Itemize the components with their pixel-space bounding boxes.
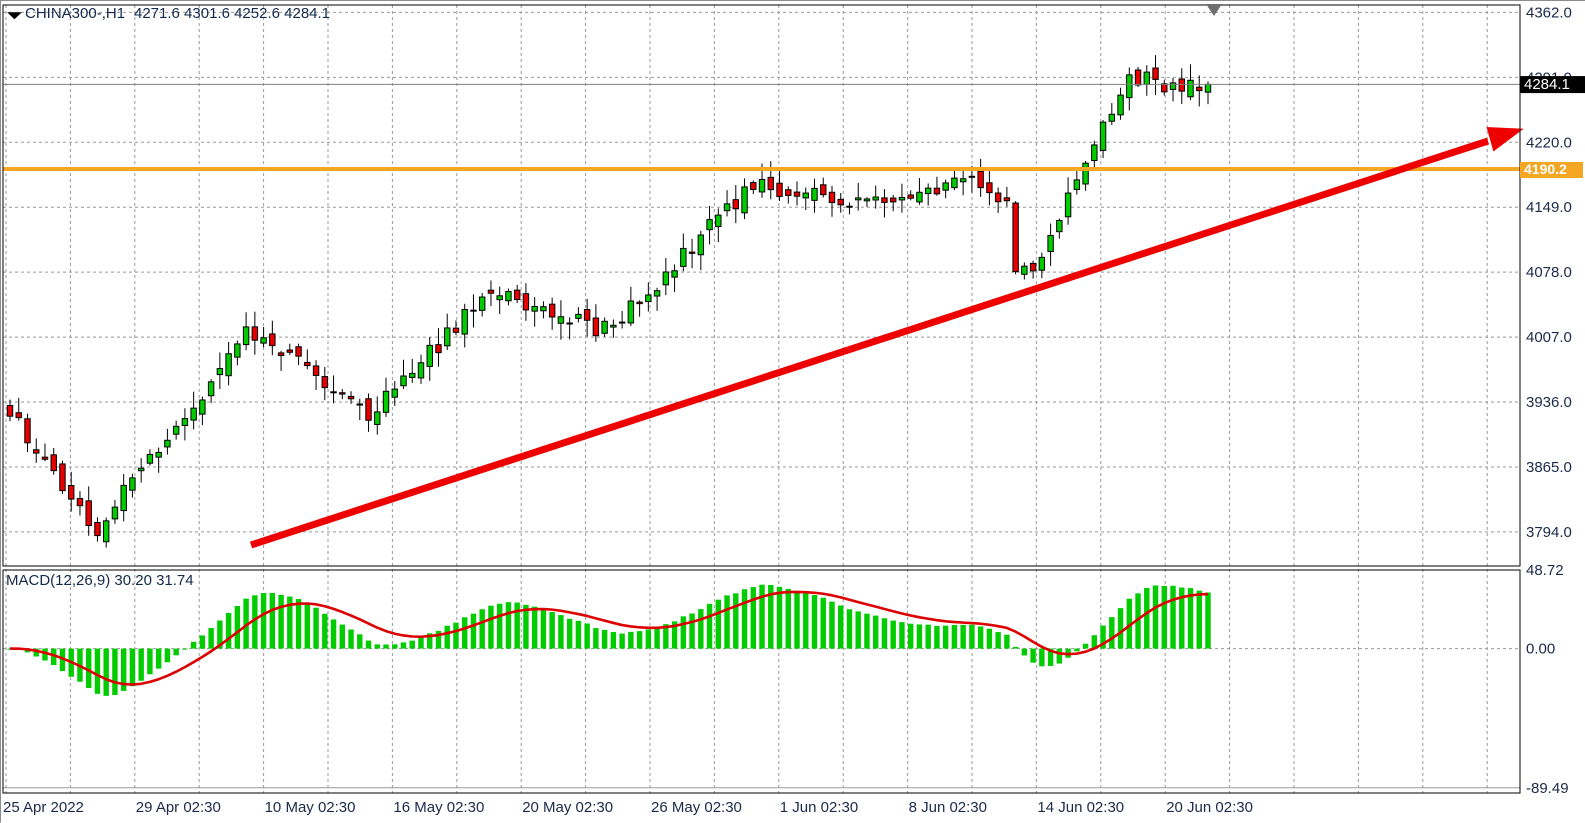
svg-text:26 May 02:30: 26 May 02:30	[651, 799, 742, 816]
svg-text:4271.6 4301.6 4252.6 4284.1: 4271.6 4301.6 4252.6 4284.1	[134, 5, 330, 22]
svg-text:4149.0: 4149.0	[1526, 199, 1572, 216]
svg-text:20 Jun 02:30: 20 Jun 02:30	[1166, 799, 1253, 816]
svg-text:-89.49: -89.49	[1526, 780, 1569, 797]
svg-text:4078.0: 4078.0	[1526, 264, 1572, 281]
svg-text:4220.0: 4220.0	[1526, 134, 1572, 151]
svg-text:25 Apr 2022: 25 Apr 2022	[3, 799, 84, 816]
svg-text:3936.0: 3936.0	[1526, 394, 1572, 411]
svg-text:4362.0: 4362.0	[1526, 4, 1572, 21]
svg-text:4007.0: 4007.0	[1526, 329, 1572, 346]
svg-text:4190.2: 4190.2	[1524, 161, 1567, 177]
svg-text:3865.0: 3865.0	[1526, 459, 1572, 476]
svg-text:CHINA300-,H1: CHINA300-,H1	[25, 5, 125, 22]
svg-text:3794.0: 3794.0	[1526, 524, 1572, 541]
svg-text:48.72: 48.72	[1526, 562, 1564, 579]
svg-text:4284.1: 4284.1	[1524, 76, 1570, 93]
svg-text:14 Jun 02:30: 14 Jun 02:30	[1037, 799, 1124, 816]
svg-text:8 Jun 02:30: 8 Jun 02:30	[909, 799, 987, 816]
svg-text:16 May 02:30: 16 May 02:30	[393, 799, 484, 816]
svg-text:20 May 02:30: 20 May 02:30	[522, 799, 613, 816]
svg-text:MACD(12,26,9) 30.20 31.74: MACD(12,26,9) 30.20 31.74	[6, 572, 194, 589]
svg-text:0.00: 0.00	[1526, 641, 1555, 658]
svg-text:1 Jun 02:30: 1 Jun 02:30	[780, 799, 858, 816]
svg-text:10 May 02:30: 10 May 02:30	[265, 799, 356, 816]
svg-text:29 Apr 02:30: 29 Apr 02:30	[136, 799, 221, 816]
